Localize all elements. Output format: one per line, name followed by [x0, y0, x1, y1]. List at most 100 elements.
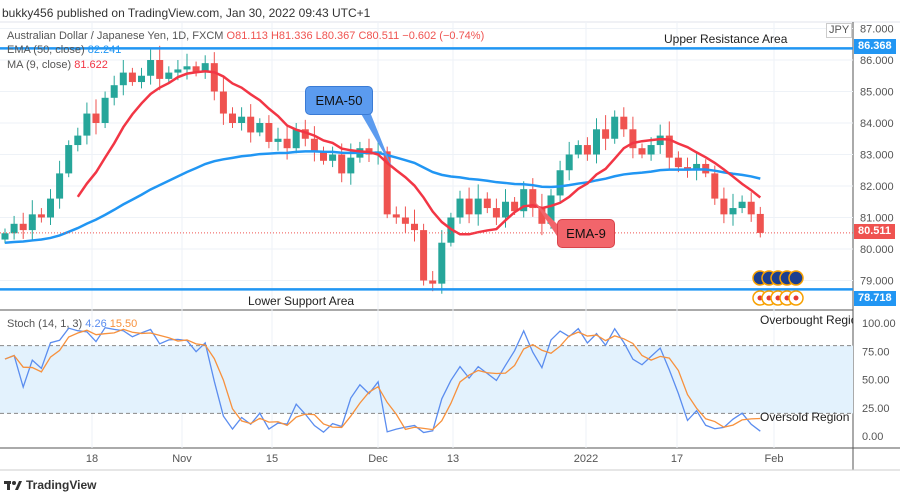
- stoch-legend[interactable]: Stoch (14, 1, 3) 4.26 15.50: [7, 318, 137, 330]
- ema-legend-label: EMA (50, close): [7, 44, 85, 56]
- stoch-band: [0, 345, 853, 414]
- candle-body: [320, 151, 327, 161]
- ema9-pointer: [533, 200, 557, 236]
- candle-body: [611, 116, 619, 139]
- candle-body: [119, 72, 127, 86]
- symbol-name: Australian Dollar / Japanese Yen, 1D, FX…: [7, 30, 224, 42]
- ohlc-close: C80.511: [358, 30, 400, 42]
- x-tick-label: 2022: [574, 453, 598, 465]
- candle-body: [83, 113, 91, 136]
- candle-body: [511, 201, 519, 212]
- ma-legend-value: 81.622: [74, 59, 108, 71]
- candle-body: [229, 113, 236, 123]
- jpy-flag-dot: [784, 295, 790, 301]
- stoch-tick-label: 25.00: [862, 403, 890, 415]
- stoch-tick-label: 100.00: [862, 318, 896, 330]
- candle-body: [483, 198, 491, 209]
- candle-body: [711, 173, 719, 199]
- stoch-d-value: 15.50: [109, 318, 138, 330]
- candle-body: [210, 63, 218, 92]
- candle-body: [738, 201, 746, 209]
- price-tick-label: 79.000: [860, 276, 894, 288]
- ema9-callout: EMA-9: [557, 219, 615, 248]
- price-tick-label: 83.000: [860, 150, 894, 162]
- candle-body: [574, 145, 582, 155]
- candle-body: [492, 208, 500, 218]
- ema50-pointer: [360, 112, 392, 167]
- stoch-tick-label: 0.00: [862, 431, 883, 443]
- candle-body: [156, 60, 164, 79]
- candle-body: [420, 230, 428, 281]
- x-tick-label: 17: [671, 453, 683, 465]
- candle-body: [538, 208, 546, 224]
- candle-body: [247, 116, 255, 133]
- candle-body: [283, 138, 291, 149]
- ohlc-open: O81.113: [226, 30, 268, 42]
- ema-legend[interactable]: EMA (50, close) 82.241: [7, 44, 121, 56]
- candle-body: [620, 116, 628, 130]
- x-tick-label: Nov: [172, 453, 192, 465]
- candle-body: [56, 173, 64, 199]
- price-tick-label: 82.000: [860, 181, 894, 193]
- resistance-price-badge: 86.368: [854, 39, 896, 54]
- ema50-line: [4, 150, 761, 244]
- candle-body: [47, 198, 54, 218]
- candle-body: [65, 145, 73, 174]
- candle-body: [183, 66, 191, 70]
- candle-body: [92, 113, 100, 123]
- candle-body: [110, 85, 118, 98]
- candle-body: [547, 195, 555, 224]
- candle-body: [310, 138, 318, 152]
- stoch-tick-label: 75.00: [862, 346, 890, 358]
- oversold-label: Oversold Region: [760, 410, 850, 424]
- candle-body: [474, 198, 482, 215]
- candle-body: [556, 170, 564, 196]
- candle-body: [629, 129, 637, 149]
- price-tick-label: 81.000: [860, 213, 894, 225]
- ma9-line: [76, 69, 762, 236]
- candle-body: [647, 145, 655, 155]
- candle-body: [456, 198, 464, 218]
- candle-body: [520, 189, 528, 212]
- candle-body: [174, 69, 182, 73]
- candle-body: [165, 72, 173, 79]
- candle-body: [401, 217, 409, 224]
- tradingview-logo-icon: [4, 481, 22, 490]
- candle-body: [1, 233, 9, 240]
- ema-legend-value: 82.241: [87, 44, 122, 56]
- candle-body: [274, 138, 282, 142]
- candle-body: [665, 135, 673, 158]
- stoch-legend-label: Stoch (14, 1, 3): [7, 318, 83, 330]
- candle-body: [201, 63, 209, 73]
- price-tick-label: 85.000: [860, 87, 894, 99]
- candle-body: [301, 129, 309, 139]
- candle-body: [37, 214, 45, 218]
- jpy-flag-dot: [757, 295, 763, 301]
- tradingview-logo[interactable]: TradingView: [4, 478, 96, 492]
- ma-legend-label: MA (9, close): [7, 59, 72, 71]
- candle-body: [192, 66, 200, 73]
- candle-body: [138, 75, 145, 83]
- aud-event-flag-icon: [788, 270, 804, 286]
- x-tick-label: 13: [447, 453, 459, 465]
- candle-body: [256, 123, 264, 133]
- candle-body: [411, 223, 418, 231]
- candle-body: [19, 223, 27, 231]
- candle-body: [747, 201, 755, 215]
- stoch-k-line: [4, 326, 761, 434]
- ohlc-low: L80.367: [315, 30, 356, 42]
- ma-legend[interactable]: MA (9, close) 81.622: [7, 59, 108, 71]
- candle-body: [392, 214, 400, 218]
- candle-body: [74, 135, 82, 146]
- candle-body: [238, 116, 246, 123]
- stoch-tick-label: 50.00: [862, 375, 890, 387]
- candle-body: [756, 213, 764, 233]
- ema50-callout: EMA-50: [305, 86, 373, 115]
- candle-body: [10, 223, 18, 234]
- overbought-label: Overbought Region: [760, 313, 853, 327]
- price-tick-label: 87.000: [860, 24, 894, 36]
- candle-body: [502, 201, 509, 218]
- candle-body: [101, 97, 109, 123]
- candle-body: [147, 60, 155, 76]
